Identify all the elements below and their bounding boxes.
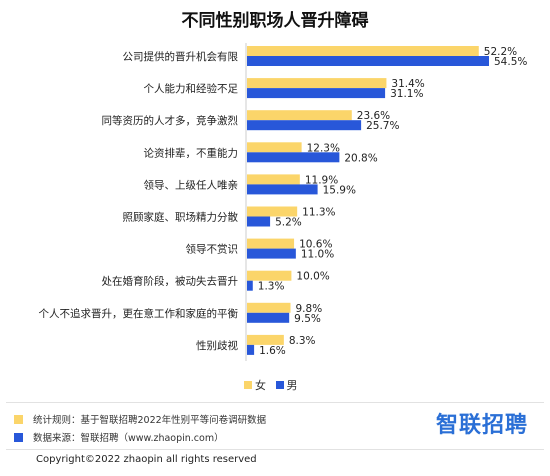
bar-chart: 公司提供的晋升机会有限 52.2%54.5% 个人能力和经验不足 31.4%31.1%… [39,43,527,361]
bar-female [247,142,302,153]
bar-male [247,88,386,99]
bar-male [247,344,255,355]
value-label-male: 9.5% [294,313,321,325]
bar-male [247,248,296,259]
value-label-female: 31.4% [391,78,424,90]
category-label: 同等资历的人才多，竞争激烈 [102,114,239,127]
bar-female [247,238,295,249]
value-label-male: 54.5% [494,56,527,68]
bar-female [247,174,300,185]
bar-female [247,302,291,313]
value-label-female: 10.0% [296,271,329,283]
source-note-swatch [14,432,23,442]
category-label: 个人能力和经验不足 [144,82,239,95]
source-note-text: 数据来源：智联招聘（www.zhaopin.com） [33,433,224,444]
legend: 女 男 [244,377,304,393]
value-label-female: 9.8% [296,303,323,315]
category-label: 领导不赏识 [186,243,239,256]
value-label-female: 12.3% [307,142,340,154]
method-note: 统计规则：基于智联招聘2022年性别平等问卷调研数据 [14,412,266,426]
value-label-female: 8.3% [289,335,316,347]
bar-male [247,184,318,195]
value-label-male: 5.2% [275,217,302,229]
value-label-male: 1.6% [259,345,286,357]
value-label-female: 11.3% [302,207,335,219]
category-label: 公司提供的晋升机会有限 [123,50,239,63]
legend-swatch-male [275,381,284,389]
bar-female [247,270,292,281]
bar-female [247,46,479,56]
bar-female [247,110,352,121]
method-note-swatch [14,414,23,424]
value-label-male: 15.9% [323,184,356,196]
value-label-male: 11.0% [301,249,334,261]
value-label-male: 20.8% [344,152,377,164]
value-label-male: 25.7% [366,120,399,132]
category-label: 照顾家庭、职场精力分散 [123,211,239,224]
category-label: 论资排辈，不重能力 [144,146,239,159]
bar-male [247,312,290,323]
bar-male [247,280,253,291]
category-label: 性别歧视 [196,339,238,352]
value-label-female: 23.6% [357,110,390,122]
legend-label-male: 男 [286,379,298,392]
legend-item-female: 女 [244,377,266,393]
bar-female [247,78,387,89]
method-note-text: 统计规则：基于智联招聘2022年性别平等问卷调研数据 [33,415,267,426]
value-label-male: 31.1% [390,88,423,100]
zhaopin-logo: 智联招聘 [436,413,529,438]
bar-male [247,120,362,131]
category-label: 个人不追求晋升，更在意工作和家庭的平衡 [39,307,239,320]
value-label-male: 1.3% [258,281,285,293]
category-label: 处在婚育阶段，被动失去晋升 [102,275,239,288]
copyright: Copyright©2022 zhaopin all rights reserv… [36,454,257,465]
chart-title: 不同性别职场人晋升障碍 [181,11,369,31]
legend-item-male: 男 [275,377,298,393]
bar-female [247,206,298,217]
legend-label-female: 女 [255,379,266,392]
category-label: 领导、上级任人唯亲 [144,178,239,191]
legend-swatch-female [244,381,252,389]
bar-male [247,152,340,163]
value-label-female: 52.2% [484,46,517,58]
footer-notes [6,402,544,450]
source-note: 数据来源：智联招聘（www.zhaopin.com） [14,430,224,444]
bar-male [247,56,489,66]
bar-male [247,216,271,227]
value-label-female: 10.6% [299,239,332,251]
value-label-female: 11.9% [305,174,338,186]
bar-female [247,334,284,345]
